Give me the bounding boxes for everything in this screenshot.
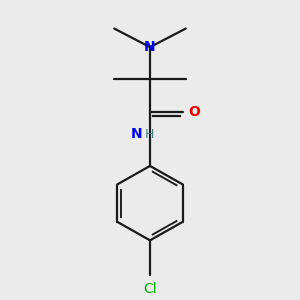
Text: Cl: Cl [143, 282, 157, 296]
Text: N: N [144, 40, 156, 54]
Text: N: N [131, 128, 143, 141]
Text: O: O [188, 104, 200, 118]
Text: H: H [145, 128, 154, 141]
